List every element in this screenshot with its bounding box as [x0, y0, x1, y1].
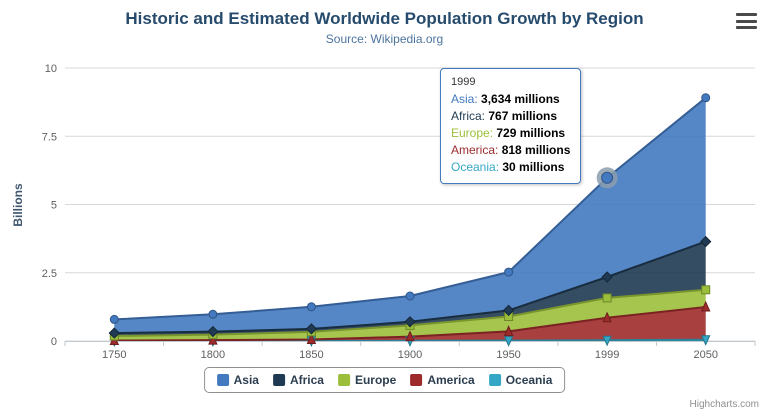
legend-item-oceania[interactable]: Oceania — [488, 373, 553, 387]
tooltip-row: Asia: 3,634 millions — [451, 91, 570, 108]
y-axis-label: 5 — [51, 200, 57, 212]
credits-link[interactable]: Highcharts.com — [689, 399, 759, 410]
marker-america-1800[interactable] — [208, 333, 218, 345]
x-axis-label: 1750 — [102, 349, 126, 361]
legend-label: America — [427, 373, 475, 387]
marker-africa-1900[interactable] — [404, 316, 416, 328]
tooltip-header: 1999 — [451, 76, 476, 88]
legend-symbol — [410, 374, 423, 386]
tooltip-value: 818 millions — [501, 143, 571, 157]
export-menu-icon[interactable] — [736, 13, 757, 29]
y-axis-title: Billions — [11, 183, 25, 227]
legend-symbol — [337, 374, 350, 386]
marker-africa-1800[interactable] — [207, 325, 219, 338]
marker-asia-1800[interactable] — [208, 309, 218, 319]
x-axis-label: 1999 — [595, 349, 619, 361]
x-axis-label: 2050 — [693, 349, 717, 361]
y-axis-label: 2.5 — [42, 268, 57, 280]
menu-bar — [736, 13, 757, 16]
marker-asia-1999[interactable] — [601, 171, 614, 184]
y-axis-label: 7.5 — [42, 131, 57, 143]
legend-item-europe[interactable]: Europe — [337, 373, 397, 387]
legend: Asia Africa Europe America Oceania — [203, 367, 566, 393]
marker-oceania-1999[interactable] — [602, 335, 612, 347]
marker-asia-1750[interactable] — [109, 314, 119, 324]
legend-symbol — [216, 374, 229, 386]
area-america[interactable] — [114, 307, 706, 341]
marker-europe-2050[interactable] — [701, 285, 711, 295]
x-axis-label: 1950 — [496, 349, 520, 361]
legend-item-america[interactable]: America — [410, 373, 475, 387]
area-africa[interactable] — [114, 241, 706, 336]
tooltip-row: America: 818 millions — [451, 142, 570, 159]
marker-africa-1750[interactable] — [108, 327, 121, 339]
marker-america-1850[interactable] — [306, 333, 317, 344]
marker-oceania-1950[interactable] — [503, 336, 514, 347]
legend-item-asia[interactable]: Asia — [216, 373, 259, 387]
y-axis-label: 0 — [51, 336, 57, 348]
marker-asia-1850[interactable] — [306, 302, 316, 312]
legend-item-africa[interactable]: Africa — [272, 373, 324, 387]
tooltip-value: 30 millions — [502, 160, 565, 174]
tooltip: 1999 Asia: 3,634 millions Africa: 767 mil… — [440, 68, 582, 184]
x-axis-label: 1800 — [201, 349, 225, 361]
marker-africa-1850[interactable] — [305, 323, 318, 335]
legend-label: Asia — [233, 373, 259, 387]
tooltip-series-label: America: — [451, 143, 502, 157]
tooltip-value: 729 millions — [496, 126, 566, 140]
tooltip-value: 3,634 millions — [481, 92, 560, 106]
tooltip-series-label: Europe: — [451, 126, 497, 140]
menu-bar — [736, 19, 757, 23]
legend-symbol — [272, 374, 285, 386]
legend-symbol — [488, 374, 501, 386]
marker-america-1999[interactable] — [602, 311, 612, 323]
area-asia[interactable] — [114, 97, 706, 334]
tooltip-rows: Asia: 3,634 millions Africa: 767 millions… — [451, 91, 570, 176]
marker-africa-1999[interactable] — [601, 271, 613, 283]
legend-label: Africa — [289, 373, 324, 387]
tooltip-series-label: Asia: — [451, 92, 482, 106]
x-axis-label: 1900 — [398, 349, 422, 361]
marker-america-2050[interactable] — [700, 300, 711, 312]
tooltip-series-label: Oceania: — [451, 160, 503, 174]
menu-bar — [736, 26, 757, 29]
tooltip-series-label: Africa: — [451, 109, 489, 123]
marker-europe-1999[interactable] — [602, 293, 612, 303]
chart-subtitle: Source: Wikipedia.org — [325, 32, 444, 46]
tooltip-row: Africa: 767 millions — [451, 108, 570, 125]
chart-title: Historic and Estimated Worldwide Populat… — [125, 9, 644, 28]
marker-africa-1950[interactable] — [502, 304, 515, 317]
tooltip-value: 767 millions — [488, 109, 558, 123]
y-axis-label: 10 — [45, 63, 57, 75]
marker-oceania-2050[interactable] — [700, 335, 711, 346]
legend-label: Europe — [354, 373, 397, 387]
marker-africa-2050[interactable] — [699, 235, 712, 248]
marker-asia-1900[interactable] — [405, 291, 415, 301]
marker-asia-1950[interactable] — [504, 267, 514, 277]
marker-america-1950[interactable] — [503, 325, 514, 336]
marker-america-1900[interactable] — [405, 330, 415, 342]
x-axis-label: 1850 — [299, 349, 323, 361]
marker-asia-2050[interactable] — [701, 93, 711, 103]
tooltip-row: Oceania: 30 millions — [451, 159, 570, 176]
legend-label: Oceania — [505, 373, 553, 387]
tooltip-row: Europe: 729 millions — [451, 125, 570, 142]
